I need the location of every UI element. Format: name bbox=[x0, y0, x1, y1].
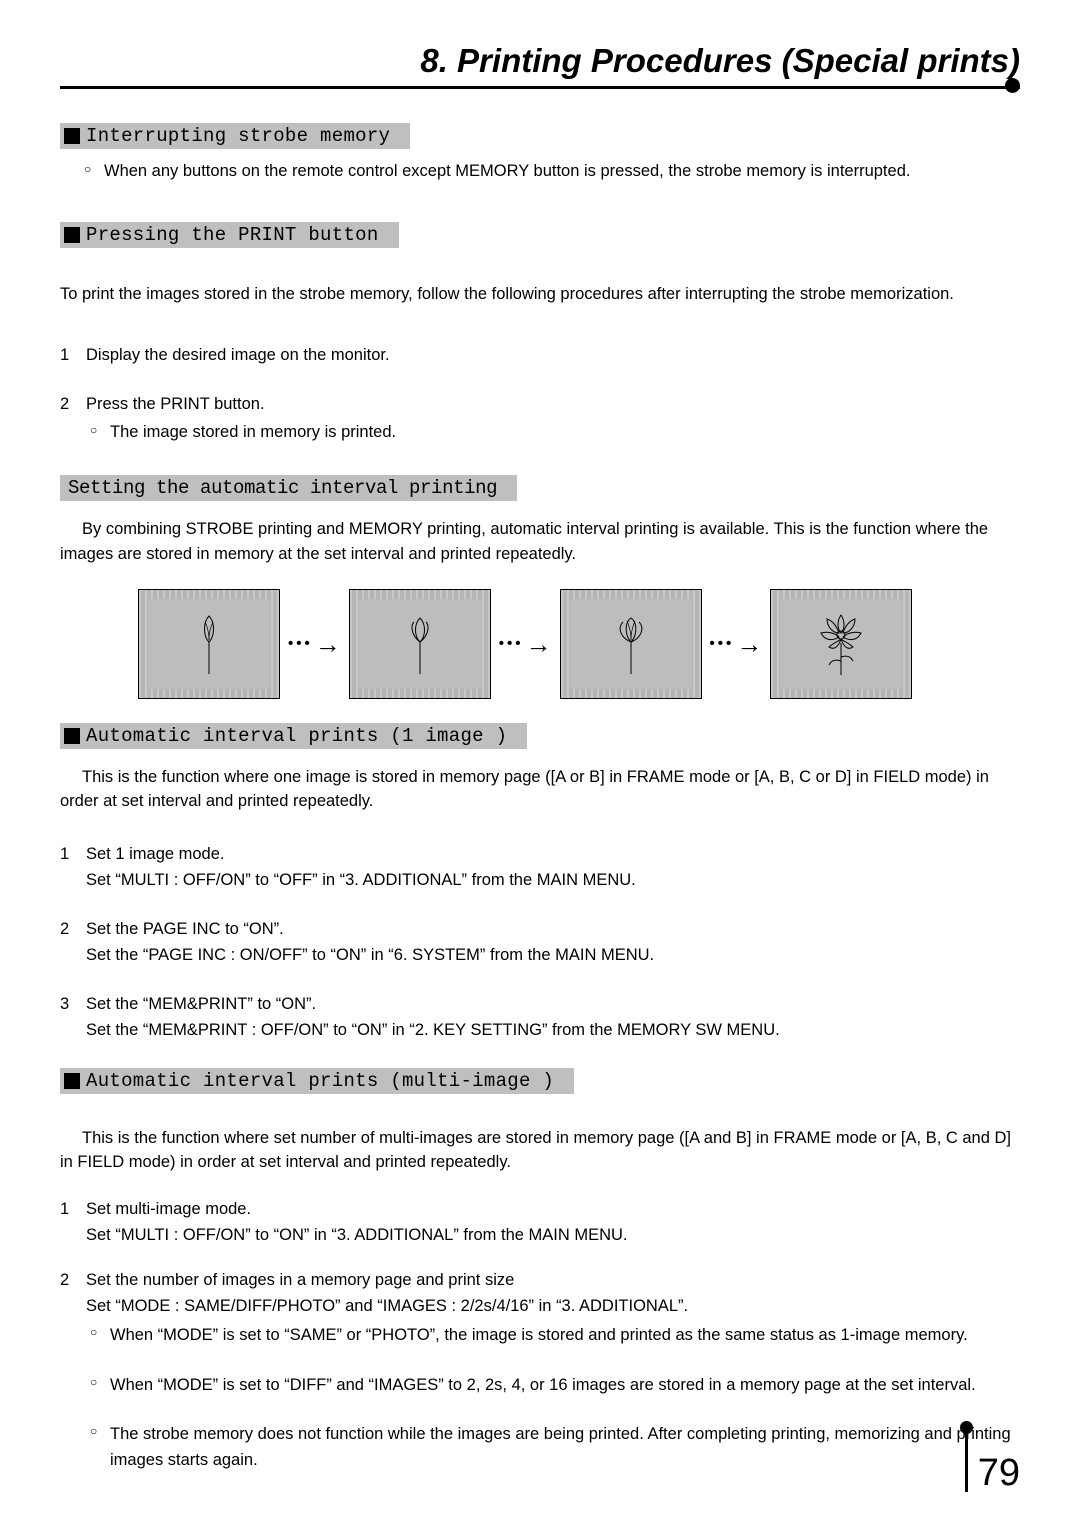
title-divider bbox=[60, 86, 1020, 89]
sub-bullet: When “MODE” is set to “SAME” or “PHOTO”,… bbox=[86, 1323, 1020, 1349]
bud-opening-icon bbox=[402, 612, 438, 676]
step-text: Set multi-image mode. bbox=[86, 1200, 251, 1218]
diagram-frame bbox=[560, 589, 702, 699]
arrow-right-icon: → bbox=[315, 631, 341, 657]
interval-diagram: ••• → ••• → bbox=[138, 589, 1020, 699]
paragraph: This is the function where one image is … bbox=[60, 765, 1020, 815]
page-number-bar-icon bbox=[965, 1426, 968, 1492]
sub-bullet: The image stored in memory is printed. bbox=[86, 420, 1020, 446]
diagram-frame bbox=[770, 589, 912, 699]
intro-paragraph: To print the images stored in the strobe… bbox=[60, 282, 1020, 307]
step-subtext: Set the “PAGE INC : ON/OFF” to “ON” in “… bbox=[86, 943, 1020, 969]
paragraph: By combining STROBE printing and MEMORY … bbox=[60, 517, 1020, 567]
step-item: 2 Press the PRINT button. The image stor… bbox=[60, 392, 1020, 445]
subheading-auto-interval-multi: Automatic interval prints (multi-image ) bbox=[60, 1068, 574, 1094]
square-bullet-icon bbox=[64, 227, 80, 243]
bud-half-open-icon bbox=[610, 612, 652, 676]
dots-icon: ••• bbox=[288, 635, 313, 652]
step-text: Press the PRINT button. bbox=[86, 395, 265, 413]
bullet-text: When any buttons on the remote control e… bbox=[60, 159, 1020, 184]
page-number-ornament: 79 bbox=[965, 1426, 1020, 1492]
step-index: 3 bbox=[60, 992, 69, 1018]
step-subtext: Set the “MEM&PRINT : OFF/ON” to “ON” in … bbox=[86, 1018, 1020, 1044]
subheading-text: Automatic interval prints (1 image ) bbox=[86, 725, 507, 747]
step-index: 1 bbox=[60, 842, 69, 868]
chapter-title: 8. Printing Procedures (Special prints) bbox=[420, 42, 1020, 79]
sub-bullet: When “MODE” is set to “DIFF” and “IMAGES… bbox=[86, 1373, 1020, 1399]
step-item: 1 Set multi-image mode. Set “MULTI : OFF… bbox=[60, 1197, 1020, 1248]
title-dot-icon bbox=[1005, 78, 1020, 93]
arrow-right-icon: → bbox=[526, 631, 552, 657]
square-bullet-icon bbox=[64, 1073, 80, 1089]
step-text: Set the PAGE INC to “ON”. bbox=[86, 920, 284, 938]
flower-bloom-icon bbox=[809, 611, 873, 677]
subheading-text: Automatic interval prints (multi-image ) bbox=[86, 1070, 554, 1092]
step-item: 1 Set 1 image mode. Set “MULTI : OFF/ON”… bbox=[60, 842, 1020, 893]
dots-icon: ••• bbox=[499, 635, 524, 652]
paragraph: This is the function where set number of… bbox=[60, 1126, 1020, 1176]
step-subtext: Set “MULTI : OFF/ON” to “ON” in “3. ADDI… bbox=[86, 1223, 1020, 1249]
step-index: 2 bbox=[60, 917, 69, 943]
arrow-separator: ••• → bbox=[288, 631, 341, 657]
step-index: 2 bbox=[60, 1268, 69, 1294]
arrow-right-icon: → bbox=[736, 631, 762, 657]
subheading-auto-interval-1image: Automatic interval prints (1 image ) bbox=[60, 723, 527, 749]
diagram-frame bbox=[138, 589, 280, 699]
subheading-text: Interrupting strobe memory bbox=[86, 125, 390, 147]
square-bullet-icon bbox=[64, 128, 80, 144]
subheading-text: Setting the automatic interval printing bbox=[68, 477, 497, 499]
step-item: 3 Set the “MEM&PRINT” to “ON”. Set the “… bbox=[60, 992, 1020, 1043]
subheading-text: Pressing the PRINT button bbox=[86, 224, 379, 246]
subheading-setting-auto-interval: Setting the automatic interval printing bbox=[60, 475, 517, 501]
diagram-frame bbox=[349, 589, 491, 699]
step-index: 1 bbox=[60, 1197, 69, 1223]
step-text: Set 1 image mode. bbox=[86, 845, 225, 863]
step-text: Set the “MEM&PRINT” to “ON”. bbox=[86, 995, 316, 1013]
arrow-separator: ••• → bbox=[710, 631, 763, 657]
step-text: Set the number of images in a memory pag… bbox=[86, 1271, 514, 1289]
step-item: 2 Set the PAGE INC to “ON”. Set the “PAG… bbox=[60, 917, 1020, 968]
subheading-pressing-print: Pressing the PRINT button bbox=[60, 222, 399, 248]
step-subtext: Set “MODE : SAME/DIFF/PHOTO” and “IMAGES… bbox=[86, 1294, 1020, 1320]
step-text: Display the desired image on the monitor… bbox=[86, 346, 390, 364]
square-bullet-icon bbox=[64, 728, 80, 744]
dots-icon: ••• bbox=[710, 635, 735, 652]
step-subtext: Set “MULTI : OFF/ON” to “OFF” in “3. ADD… bbox=[86, 868, 1020, 894]
bud-closed-icon bbox=[194, 612, 224, 676]
subheading-interrupting: Interrupting strobe memory bbox=[60, 123, 410, 149]
step-item: 2 Set the number of images in a memory p… bbox=[60, 1268, 1020, 1473]
arrow-separator: ••• → bbox=[499, 631, 552, 657]
page-number: 79 bbox=[978, 1454, 1020, 1492]
step-index: 1 bbox=[60, 343, 69, 369]
step-item: 1 Display the desired image on the monit… bbox=[60, 343, 1020, 369]
sub-bullet: The strobe memory does not function whil… bbox=[86, 1422, 1020, 1473]
step-index: 2 bbox=[60, 392, 69, 418]
